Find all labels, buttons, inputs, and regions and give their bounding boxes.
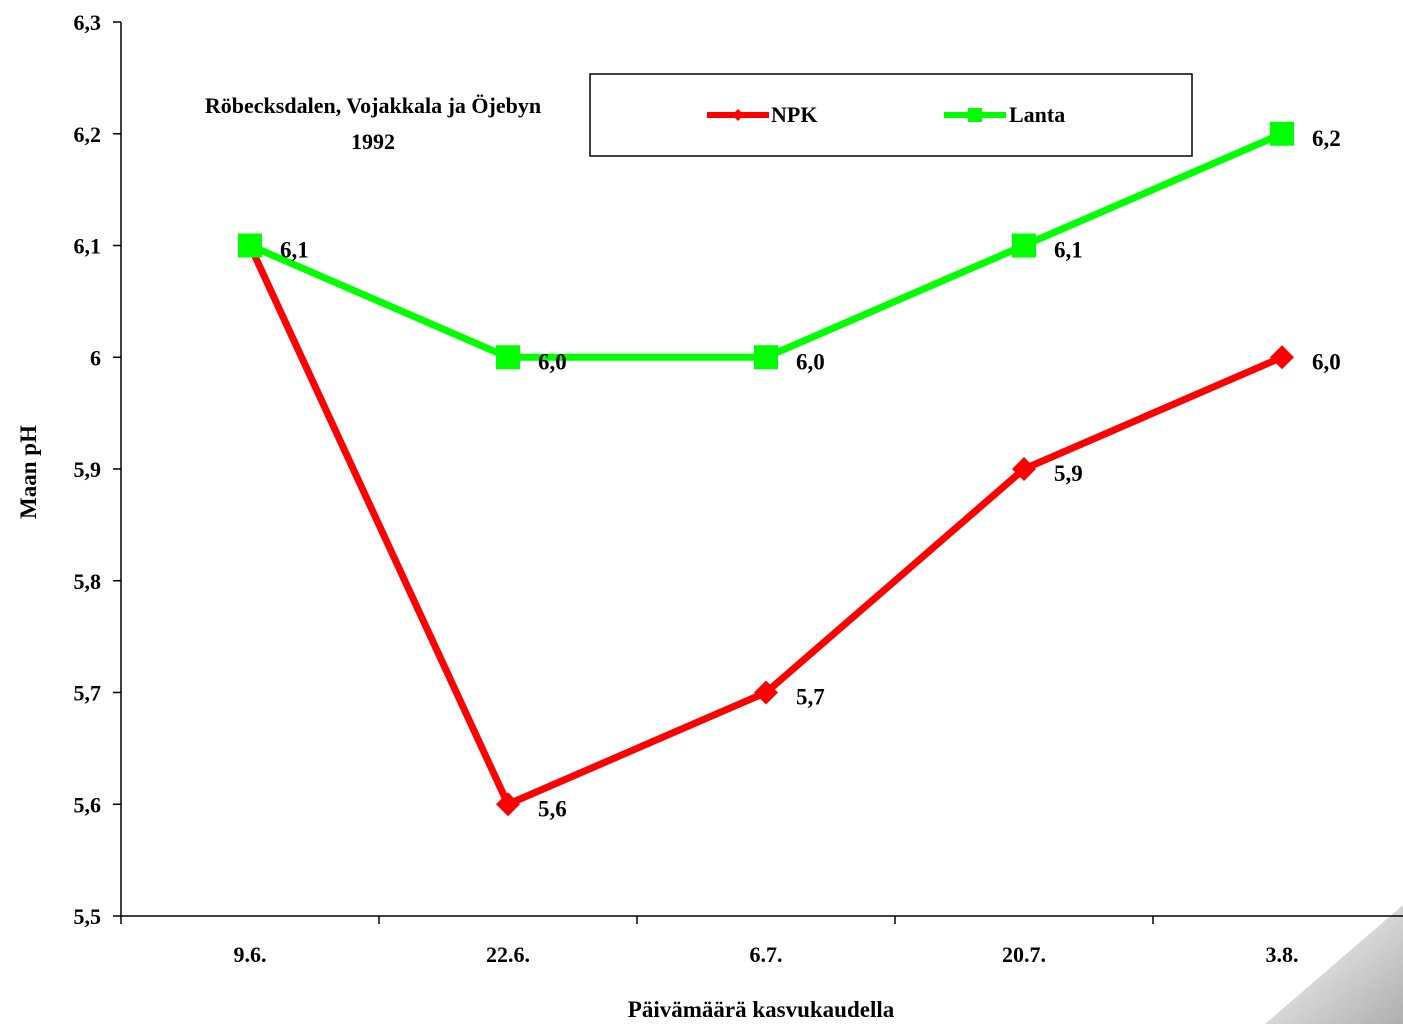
series-layer: 5,6 5,7 5,9 6,0 6,1 6,0 6,0 6,1 6,2 xyxy=(238,121,1341,821)
data-point xyxy=(754,345,778,370)
x-tick-label: 6.7. xyxy=(750,942,783,967)
data-label: 6,0 xyxy=(796,349,825,374)
y-tick-label: 5,8 xyxy=(74,569,102,594)
series-lanta: 6,1 6,0 6,0 6,1 6,2 xyxy=(238,121,1341,374)
y-axis-title: Maan pH xyxy=(16,425,41,519)
legend-lanta-label: Lanta xyxy=(1009,102,1065,127)
series-npk-line xyxy=(246,244,1284,809)
data-point xyxy=(496,792,520,817)
y-tick-label: 6,2 xyxy=(74,122,102,147)
legend-npk-marker xyxy=(732,109,744,121)
corner-shade xyxy=(1265,905,1403,1024)
data-label: 6,1 xyxy=(280,238,309,263)
x-tick-label: 20.7. xyxy=(1002,942,1046,967)
data-label: 6,0 xyxy=(1312,349,1341,374)
legend: NPK Lanta xyxy=(589,73,1193,157)
y-tick-label: 6,3 xyxy=(74,10,102,35)
data-point xyxy=(1012,233,1036,258)
data-label: 6,1 xyxy=(1054,238,1083,263)
y-tick-label: 5,9 xyxy=(74,457,102,482)
data-label: 5,6 xyxy=(538,796,567,821)
series-npk: 5,6 5,7 5,9 6,0 xyxy=(238,233,1341,821)
data-point xyxy=(496,345,520,370)
data-point xyxy=(1012,457,1036,481)
annotation-line-1: Röbecksdalen, Vojakkala ja Öjebyn xyxy=(205,93,541,118)
x-axis-title: Päivämäärä kasvukaudella xyxy=(628,997,895,1022)
x-tick-label: 9.6. xyxy=(234,942,267,967)
series-lanta-line xyxy=(248,130,1284,361)
y-tick-labels: 5,5 5,6 5,7 5,8 5,9 6 6,1 6,2 6,3 xyxy=(74,10,102,929)
data-point xyxy=(1270,121,1294,146)
data-label: 5,7 xyxy=(796,685,825,710)
annotation-line-2: 1992 xyxy=(351,129,395,154)
data-point xyxy=(238,233,262,258)
x-tick-label: 22.6. xyxy=(486,942,530,967)
y-tick-label: 5,5 xyxy=(74,904,102,929)
data-point xyxy=(754,680,778,705)
x-tick-label: 3.8. xyxy=(1266,942,1299,967)
legend-lanta-marker xyxy=(968,108,982,122)
data-label: 5,9 xyxy=(1054,461,1083,486)
y-tick-label: 5,7 xyxy=(74,681,102,706)
x-tick-labels: 9.6. 22.6. 6.7. 20.7. 3.8. xyxy=(234,942,1299,967)
legend-npk-label: NPK xyxy=(771,102,817,127)
y-tick-label: 5,6 xyxy=(74,792,102,817)
data-point xyxy=(1270,345,1294,370)
data-label: 6,2 xyxy=(1312,126,1341,151)
legend-box xyxy=(589,73,1193,157)
axes xyxy=(113,21,1403,924)
y-tick-label: 6,1 xyxy=(74,234,102,259)
data-label: 6,0 xyxy=(538,349,567,374)
y-tick-label: 6 xyxy=(90,345,101,370)
